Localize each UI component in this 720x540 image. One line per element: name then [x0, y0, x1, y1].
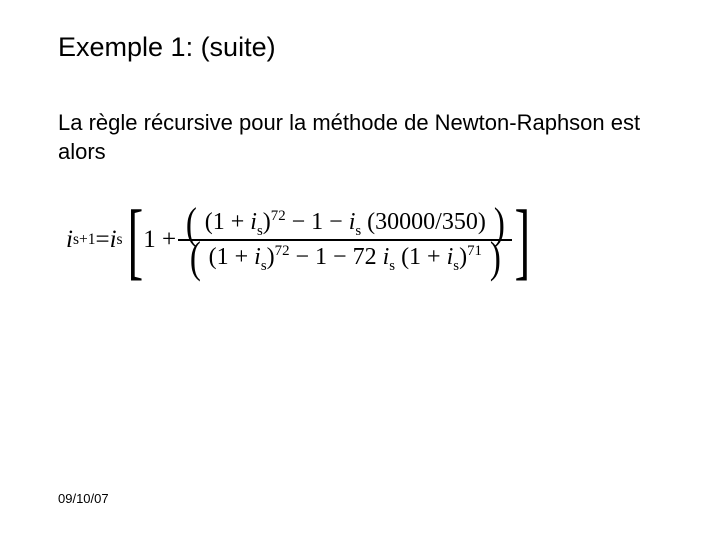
den-term3-exp: 71 [467, 243, 482, 259]
equation-block: is+1 = is [ 1 + ( (1 + is)72 − 1 − is (3… [58, 206, 662, 274]
fraction: ( (1 + is)72 − 1 − is (30000/350) ) ( (1… [178, 206, 512, 274]
denominator: ( (1 + is)72 − 1 − 72 is (1 + is)71 ) [182, 241, 509, 274]
den-term3-close: ) [459, 244, 467, 270]
lhs-variable: i [66, 226, 73, 254]
num-term2-sub: s [355, 223, 361, 239]
num-minus1: − 1 − [292, 209, 349, 235]
slide-date: 09/10/07 [58, 491, 109, 506]
den-term1-open: (1 + [209, 244, 255, 270]
den-term1-close: ) [267, 244, 275, 270]
num-term1-exp: 72 [271, 208, 286, 224]
den-term2-sub: s [389, 257, 395, 273]
den-term3-open: (1 + [401, 244, 447, 270]
newton-raphson-equation: is+1 = is [ 1 + ( (1 + is)72 − 1 − is (3… [66, 206, 531, 274]
num-term2-paren: (30000/350) [367, 209, 486, 235]
one-plus: 1 + [143, 226, 176, 254]
slide-body-text: La règle récursive pour la méthode de Ne… [58, 109, 662, 166]
num-term1-close: ) [263, 209, 271, 235]
num-term1-open: (1 + [205, 209, 251, 235]
numerator: ( (1 + is)72 − 1 − is (30000/350) ) [178, 206, 512, 239]
num-term1-var: i [250, 209, 257, 235]
slide-title: Exemple 1: (suite) [58, 32, 662, 63]
rhs-coef-variable: i [110, 226, 117, 254]
den-term1-var: i [254, 244, 261, 270]
den-minus: − 1 − 72 [296, 244, 383, 270]
slide: Exemple 1: (suite) La règle récursive po… [0, 0, 720, 540]
den-term1-exp: 72 [275, 243, 290, 259]
equals-sign: = [95, 226, 109, 254]
